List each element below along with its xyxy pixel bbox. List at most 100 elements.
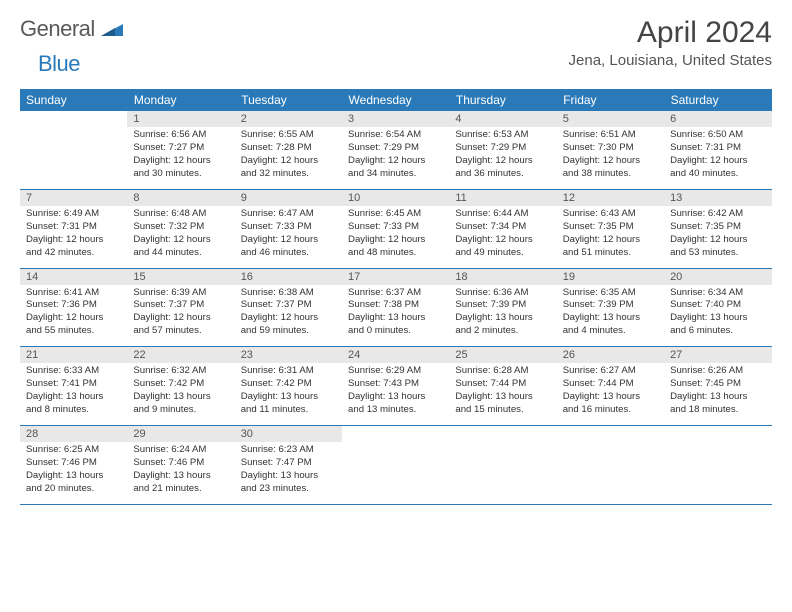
day-number: 19: [557, 269, 664, 285]
day-daylight2: and 18 minutes.: [670, 404, 765, 417]
day-number: 30: [235, 426, 342, 442]
day-daylight1: Daylight: 12 hours: [348, 234, 443, 247]
calendar-day-cell: 6Sunrise: 6:50 AMSunset: 7:31 PMDaylight…: [664, 111, 771, 189]
day-daylight2: and 40 minutes.: [670, 168, 765, 181]
calendar-table: Sunday Monday Tuesday Wednesday Thursday…: [20, 89, 772, 505]
weekday-header: Thursday: [449, 89, 556, 111]
calendar-day-cell: 3 Sunrise: 6:54 AMSunset: 7:29 PMDaylight…: [342, 111, 449, 189]
day-daylight2: and 6 minutes.: [670, 325, 765, 338]
day-content: Sunrise: 6:27 AMSunset: 7:44 PMDaylight:…: [557, 363, 664, 425]
day-daylight2: and 36 minutes.: [455, 168, 550, 181]
day-daylight1: Daylight: 13 hours: [670, 391, 765, 404]
day-daylight1: Daylight: 13 hours: [26, 391, 121, 404]
calendar-day-cell: 23Sunrise: 6:31 AMSunset: 7:42 PMDayligh…: [235, 347, 342, 426]
day-daylight2: and 59 minutes.: [241, 325, 336, 338]
day-daylight1: Daylight: 12 hours: [133, 234, 228, 247]
day-number: 16: [235, 269, 342, 285]
day-content: Sunrise: 6:28 AMSunset: 7:44 PMDaylight:…: [449, 363, 556, 425]
day-sunrise: Sunrise: 6:50 AM: [670, 129, 765, 142]
day-daylight1: Daylight: 12 hours: [26, 312, 121, 325]
location-text: Jena, Louisiana, United States: [569, 52, 772, 69]
day-content: Sunrise: 6:36 AMSunset: 7:39 PMDaylight:…: [449, 285, 556, 347]
day-sunrise: Sunrise: 6:41 AM: [26, 287, 121, 300]
day-sunrise: Sunrise: 6:45 AM: [348, 208, 443, 221]
day-daylight1: Daylight: 13 hours: [133, 470, 228, 483]
day-number: 6: [664, 111, 771, 127]
day-sunset: Sunset: 7:43 PM: [348, 378, 443, 391]
calendar-day-cell: [20, 111, 127, 189]
day-number: 5: [557, 111, 664, 127]
day-sunrise: Sunrise: 6:43 AM: [563, 208, 658, 221]
day-daylight2: and 51 minutes.: [563, 247, 658, 260]
day-number: 14: [20, 269, 127, 285]
calendar-day-cell: 19Sunrise: 6:35 AMSunset: 7:39 PMDayligh…: [557, 268, 664, 347]
calendar-day-cell: 20Sunrise: 6:34 AMSunset: 7:40 PMDayligh…: [664, 268, 771, 347]
day-sunset: Sunset: 7:29 PM: [348, 142, 443, 155]
day-daylight2: and 30 minutes.: [133, 168, 228, 181]
day-number: 29: [127, 426, 234, 442]
day-sunrise: Sunrise: 6:32 AM: [133, 365, 228, 378]
calendar-day-cell: 15Sunrise: 6:39 AMSunset: 7:37 PMDayligh…: [127, 268, 234, 347]
day-sunset: Sunset: 7:35 PM: [670, 221, 765, 234]
day-content: Sunrise: 6:48 AMSunset: 7:32 PMDaylight:…: [127, 206, 234, 268]
day-number: 11: [449, 190, 556, 206]
day-sunrise: Sunrise: 6:53 AM: [455, 129, 550, 142]
day-daylight2: and 16 minutes.: [563, 404, 658, 417]
day-sunset: Sunset: 7:35 PM: [563, 221, 658, 234]
calendar-day-cell: 30Sunrise: 6:23 AMSunset: 7:47 PMDayligh…: [235, 426, 342, 505]
day-daylight2: and 53 minutes.: [670, 247, 765, 260]
day-number: 8: [127, 190, 234, 206]
day-number: 13: [664, 190, 771, 206]
weekday-header: Sunday: [20, 89, 127, 111]
weekday-header: Monday: [127, 89, 234, 111]
day-daylight1: Daylight: 13 hours: [348, 312, 443, 325]
day-number: 27: [664, 347, 771, 363]
day-sunset: Sunset: 7:31 PM: [670, 142, 765, 155]
day-daylight2: and 4 minutes.: [563, 325, 658, 338]
day-sunset: Sunset: 7:39 PM: [455, 299, 550, 312]
day-daylight2: and 9 minutes.: [133, 404, 228, 417]
day-number: 18: [449, 269, 556, 285]
day-sunrise: Sunrise: 6:38 AM: [241, 287, 336, 300]
day-content: Sunrise: 6:33 AMSunset: 7:41 PMDaylight:…: [20, 363, 127, 425]
day-daylight2: and 42 minutes.: [26, 247, 121, 260]
day-content: Sunrise: 6:47 AMSunset: 7:33 PMDaylight:…: [235, 206, 342, 268]
day-daylight2: and 44 minutes.: [133, 247, 228, 260]
calendar-day-cell: 10Sunrise: 6:45 AMSunset: 7:33 PMDayligh…: [342, 189, 449, 268]
logo-text-2: Blue: [38, 51, 80, 77]
day-daylight1: Daylight: 13 hours: [241, 470, 336, 483]
day-sunset: Sunset: 7:37 PM: [133, 299, 228, 312]
day-content: Sunrise: 6:26 AMSunset: 7:45 PMDaylight:…: [664, 363, 771, 425]
day-daylight2: and 20 minutes.: [26, 483, 121, 496]
calendar-day-cell: 1Sunrise: 6:56 AMSunset: 7:27 PMDaylight…: [127, 111, 234, 189]
day-daylight1: Daylight: 12 hours: [348, 155, 443, 168]
day-sunrise: Sunrise: 6:27 AM: [563, 365, 658, 378]
day-number: 4: [449, 111, 556, 127]
calendar-week-row: 28Sunrise: 6:25 AMSunset: 7:46 PMDayligh…: [20, 426, 772, 505]
calendar-day-cell: 27Sunrise: 6:26 AMSunset: 7:45 PMDayligh…: [664, 347, 771, 426]
day-sunrise: Sunrise: 6:42 AM: [670, 208, 765, 221]
day-sunrise: Sunrise: 6:33 AM: [26, 365, 121, 378]
calendar-page: General April 2024 Jena, Louisiana, Unit…: [0, 0, 792, 521]
day-sunrise: Sunrise: 6:49 AM: [26, 208, 121, 221]
day-sunrise: Sunrise: 6:54 AM: [348, 129, 443, 142]
day-sunset: Sunset: 7:42 PM: [133, 378, 228, 391]
day-content: Sunrise: 6:29 AMSunset: 7:43 PMDaylight:…: [342, 363, 449, 425]
title-block: April 2024 Jena, Louisiana, United State…: [569, 16, 772, 69]
day-sunset: Sunset: 7:45 PM: [670, 378, 765, 391]
calendar-day-cell: 8Sunrise: 6:48 AMSunset: 7:32 PMDaylight…: [127, 189, 234, 268]
day-daylight2: and 0 minutes.: [348, 325, 443, 338]
calendar-day-cell: 18Sunrise: 6:36 AMSunset: 7:39 PMDayligh…: [449, 268, 556, 347]
day-number: 17: [342, 269, 449, 285]
day-number: 3: [342, 111, 449, 127]
calendar-week-row: 1Sunrise: 6:56 AMSunset: 7:27 PMDaylight…: [20, 111, 772, 189]
day-daylight1: Daylight: 12 hours: [133, 155, 228, 168]
day-sunrise: Sunrise: 6:37 AM: [348, 287, 443, 300]
day-daylight2: and 13 minutes.: [348, 404, 443, 417]
day-daylight1: Daylight: 12 hours: [241, 312, 336, 325]
day-sunrise: Sunrise: 6:25 AM: [26, 444, 121, 457]
day-number: 26: [557, 347, 664, 363]
day-sunrise: Sunrise: 6:36 AM: [455, 287, 550, 300]
calendar-day-cell: 7Sunrise: 6:49 AMSunset: 7:31 PMDaylight…: [20, 189, 127, 268]
day-sunset: Sunset: 7:32 PM: [133, 221, 228, 234]
